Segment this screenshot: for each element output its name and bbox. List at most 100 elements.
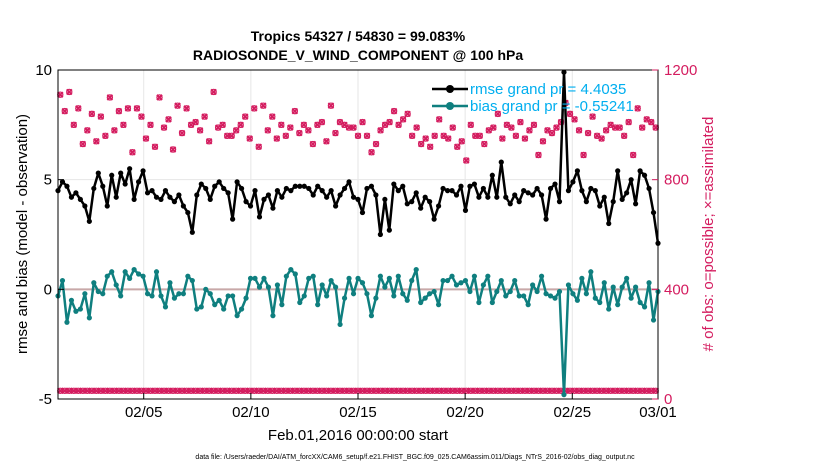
- obs-assimilated-marker: [602, 127, 610, 134]
- bias-point: [476, 299, 482, 306]
- rmse-point: [458, 183, 464, 189]
- y2-tick-label: 400: [664, 281, 689, 298]
- bias-point: [409, 277, 415, 284]
- obs-possible-marker: [88, 110, 96, 118]
- obs-possible-low-marker: [485, 387, 493, 394]
- rmse-point: [570, 179, 576, 185]
- obs-possible-low-marker: [309, 387, 317, 394]
- obs-possible-marker: [97, 113, 105, 120]
- obs-possible-low-marker: [350, 387, 357, 394]
- obs-possible-marker: [327, 102, 335, 109]
- obs-assimilated-marker: [318, 118, 326, 126]
- rmse-point: [288, 188, 294, 194]
- obs-assimilated-marker: [368, 149, 375, 156]
- obs-possible-low-marker: [625, 387, 632, 394]
- obs-possible-low-marker: [178, 387, 186, 394]
- obs-possible-low-marker: [129, 387, 136, 394]
- obs-assimilated-marker: [381, 121, 389, 129]
- obs-possible-marker: [70, 121, 77, 129]
- obs-possible-marker: [436, 116, 443, 123]
- obs-assimilated-marker: [607, 121, 614, 129]
- obs-possible-marker: [467, 121, 474, 129]
- bias-point: [400, 291, 406, 297]
- obs-possible-marker: [165, 116, 172, 123]
- obs-assimilated-marker: [422, 135, 429, 142]
- rmse-point: [610, 199, 616, 205]
- obs-assimilated-marker: [494, 110, 502, 118]
- obs-possible-marker: [287, 124, 294, 131]
- obs-possible-marker: [517, 118, 524, 126]
- rmse-point: [453, 192, 460, 198]
- obs-possible-marker: [458, 138, 465, 145]
- obs-possible-low-marker: [102, 387, 109, 394]
- obs-possible-low-marker: [517, 387, 524, 394]
- bias-point: [561, 392, 567, 398]
- obs-possible-low-marker: [584, 387, 592, 394]
- bias-point: [328, 277, 334, 284]
- rmse-point: [171, 199, 178, 205]
- obs-possible-marker: [395, 121, 402, 129]
- x-tick-label: 02/10: [232, 404, 270, 421]
- obs-possible-low-marker: [278, 387, 285, 394]
- obs-assimilated-marker: [111, 127, 118, 134]
- obs-possible-marker: [282, 132, 290, 139]
- rmse-point: [109, 172, 115, 178]
- rmse-point: [359, 209, 366, 216]
- y-tick-label: 5: [44, 172, 52, 189]
- obs-assimilated-marker: [314, 121, 321, 129]
- obs-possible-low-marker: [508, 387, 515, 394]
- y2-tick-label: 0: [664, 391, 672, 408]
- obs-possible-marker: [363, 132, 371, 139]
- rmse-point: [494, 194, 500, 200]
- obs-possible-marker: [102, 132, 109, 139]
- bias-point: [418, 299, 424, 306]
- obs-possible-marker: [255, 143, 262, 150]
- obs-possible-low-marker: [291, 387, 299, 394]
- obs-possible-low-marker: [323, 387, 330, 394]
- rmse-point: [310, 192, 316, 198]
- obs-assimilated-marker: [160, 124, 168, 131]
- obs-assimilated-marker: [296, 129, 303, 137]
- obs-possible-marker: [115, 107, 123, 115]
- rmse-point: [64, 183, 70, 189]
- rmse-point: [234, 179, 240, 185]
- obs-possible-low-marker: [526, 387, 533, 394]
- rmse-point: [561, 69, 567, 75]
- obs-possible-marker: [106, 94, 114, 101]
- obs-possible-low-marker: [93, 387, 100, 394]
- obs-possible-low-marker: [648, 387, 655, 394]
- bias-point: [104, 273, 110, 279]
- obs-possible-marker: [413, 124, 420, 131]
- obs-possible-marker: [589, 113, 596, 120]
- rmse-point: [373, 192, 379, 198]
- obs-possible-marker: [602, 127, 610, 134]
- bias-point: [641, 304, 648, 310]
- obs-possible-low-marker: [169, 387, 177, 394]
- obs-possible-low-marker: [426, 387, 434, 394]
- obs-possible-marker: [575, 127, 583, 134]
- obs-possible-low-marker: [422, 387, 429, 394]
- obs-possible-low-marker: [133, 387, 141, 394]
- rmse-point: [95, 170, 101, 176]
- rmse-point: [512, 192, 518, 198]
- obs-assimilated-marker: [548, 129, 556, 137]
- obs-assimilated-marker: [124, 105, 132, 112]
- bias-point: [256, 284, 263, 290]
- bias-point: [404, 297, 410, 303]
- obs-assimilated-marker: [449, 124, 456, 131]
- bias-point: [637, 299, 643, 306]
- obs-assimilated-marker: [476, 132, 484, 140]
- obs-possible-low-marker: [205, 387, 213, 394]
- bias-point: [270, 313, 276, 319]
- obs-assimilated-marker: [647, 118, 655, 126]
- x-tick-label: 02/25: [554, 404, 592, 421]
- obs-possible-marker: [111, 127, 118, 134]
- obs-possible-low-marker: [408, 387, 416, 394]
- bias-point: [583, 291, 589, 297]
- obs-possible-marker: [232, 127, 240, 134]
- rmse-point: [547, 185, 554, 192]
- obs-possible-marker: [75, 105, 82, 112]
- obs-possible-marker: [499, 135, 506, 142]
- rmse-point: [503, 194, 509, 200]
